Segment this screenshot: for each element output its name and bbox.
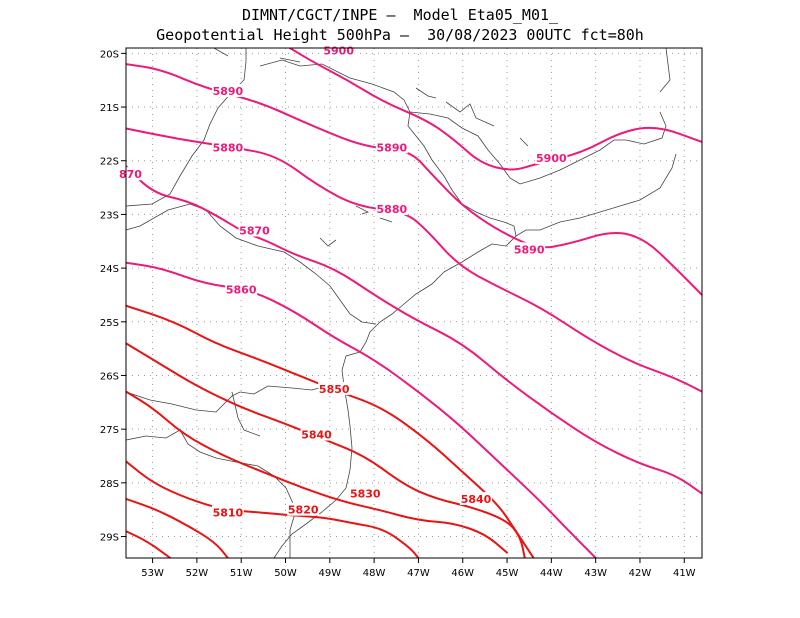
contour-label: 5840 [461,493,492,506]
x-tick-label: 48W [363,568,386,579]
x-tick-label: 53W [141,568,164,579]
contour-label-bg [211,140,244,154]
grid-lines [126,48,702,558]
contour-label: 5850 [319,383,350,396]
y-tick-label: 22S [100,157,119,168]
axis-ticks: 53W 52W 51W 50W 49W 48W 47W 46W 45W 44W 43W 42W 41W 2… [100,49,696,579]
contour-label-bg [349,486,382,500]
contour-label: 5890 [514,243,545,256]
title-line-1: DIMNT/CGCT/INPE — Model Eta05_M01_ [241,6,559,24]
contour-label: 5820 [288,504,319,517]
contour-label: 5830 [350,488,381,501]
x-tick-label: 45W [496,568,519,579]
x-tick-label: 52W [186,568,209,579]
contour-line-5840 [126,342,526,558]
y-tick-label: 27S [100,425,119,436]
contour-labels: 5900 5890 5890 5900 5880 870 5880 5870 5890 5860 5… [117,43,568,519]
contour-label: 5870 [239,225,270,238]
x-tick-label: 49W [319,568,342,579]
contour-label-bg [300,427,333,441]
contour-label: 870 [119,168,142,181]
contour-line-5890 [126,63,702,296]
contour-label-bg [513,242,546,256]
y-tick-label: 25S [100,318,119,329]
contour-line-5810 [126,497,229,558]
contour-label-bg [287,502,320,516]
y-tick-label: 24S [100,264,119,275]
x-tick-label: 43W [584,568,607,579]
x-tick-label: 42W [629,568,652,579]
x-tick-label: 44W [540,568,563,579]
y-tick-label: 23S [100,210,119,221]
contour-label-bg [211,83,244,97]
contour-label-bg [238,223,271,237]
y-tick-label: 26S [100,371,119,382]
title-line-2: Geopotential Height 500hPa — 30/08/2023 … [156,26,644,44]
contour-label: 5880 [213,141,244,154]
contour-line-5800 [126,530,172,558]
y-tick-label: 21S [100,103,119,114]
contour-label: 5900 [323,45,354,58]
contour-label: 5890 [213,85,244,98]
contour-label: 5900 [536,152,567,165]
x-tick-label: 50W [274,568,297,579]
contour-label-bg [535,151,568,165]
x-tick-label: 41W [673,568,696,579]
contour-label-bg [318,381,351,395]
x-tick-label: 51W [230,568,253,579]
plot-frame [125,47,703,559]
contour-line-5880 [126,127,702,393]
contour-line-5820 [126,460,420,558]
contour-label: 5810 [213,506,244,519]
x-tick-label: 46W [451,568,474,579]
contour-line-5860 [126,261,597,558]
contour-label: 5890 [377,141,408,154]
y-tick-label: 20S [100,49,119,60]
contour-label-bg [322,43,355,57]
y-tick-label: 29S [100,533,119,544]
contour-label-bg [375,140,408,154]
contour-label: 5880 [377,203,408,216]
contour-label-bg [460,491,493,505]
contour-label-bg [117,167,143,181]
contour-label-bg [375,202,408,216]
contour-label-bg [225,282,258,296]
contour-line-5830 [126,390,508,554]
y-tick-label: 28S [100,479,119,490]
contour-label-bg [211,505,244,519]
contour-line-5900 [288,48,702,171]
contour-label: 5860 [226,284,257,297]
contour-label: 5840 [301,429,332,442]
x-tick-label: 47W [407,568,430,579]
contour-lines [126,48,702,558]
contour-line-5870 [126,165,702,495]
